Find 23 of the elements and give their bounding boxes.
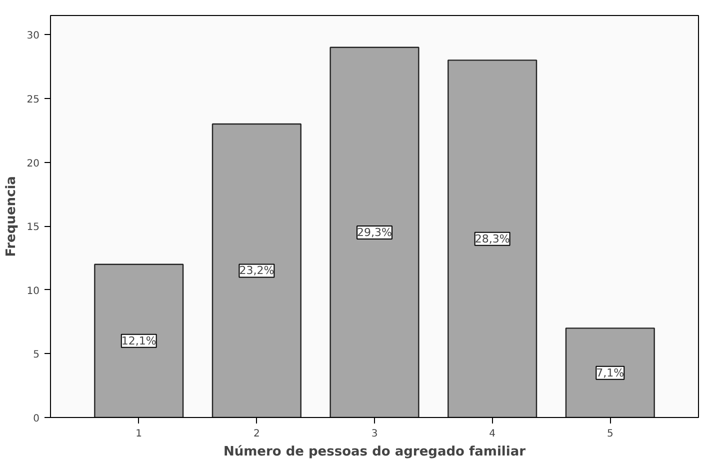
- y-tick-label: 10: [26, 286, 40, 297]
- y-tick-label: 25: [26, 94, 40, 106]
- y-tick-label: 30: [26, 30, 40, 42]
- bar: [212, 123, 302, 418]
- y-tick-label: 5: [33, 350, 40, 361]
- bar: [94, 264, 184, 418]
- annotation: 23,2%: [239, 264, 274, 278]
- y-axis-title: Frequencia: [4, 176, 19, 257]
- y-tick-label: 15: [26, 222, 40, 234]
- annotation: 7,1%: [596, 366, 624, 380]
- x-tick-label: 1: [136, 428, 142, 440]
- y-tick-label: 20: [26, 158, 40, 170]
- x-tick-label: 3: [371, 428, 378, 440]
- x-axis-title: Número de pessoas do agregado familiar: [223, 444, 526, 460]
- bar: [448, 60, 538, 418]
- x-tick-label: 2: [254, 428, 260, 440]
- annotation: 12,1%: [121, 334, 156, 348]
- bar: [565, 328, 655, 418]
- annotation: 29,3%: [357, 226, 392, 239]
- x-tick-label: 4: [489, 428, 496, 440]
- bar: [330, 46, 420, 418]
- y-tick-label: 0: [33, 414, 40, 424]
- x-tick-label: 5: [606, 428, 614, 440]
